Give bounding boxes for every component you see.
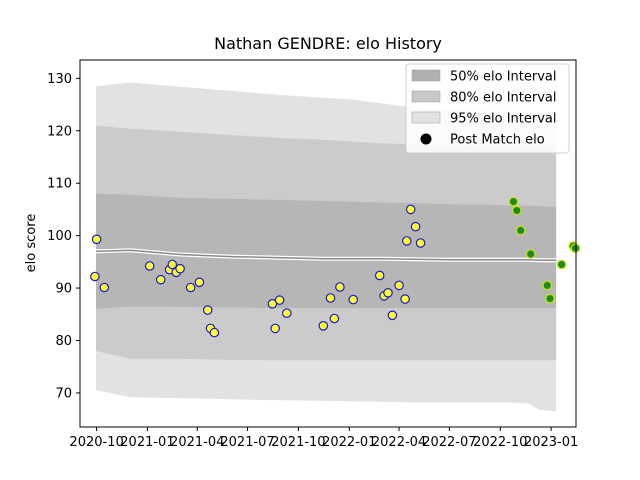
elo-point (155, 274, 166, 285)
elo-point (545, 293, 555, 304)
x-tick-label: 2022-07 (422, 435, 476, 450)
y-tick-label: 80 (55, 334, 72, 349)
legend-box (405, 63, 570, 154)
legend-label: 95% elo Interval (450, 112, 557, 127)
legend-label: 80% elo Interval (450, 91, 557, 106)
elo-point (209, 327, 220, 338)
plot-frame (79, 59, 577, 428)
elo-point (542, 280, 552, 291)
elo-point (194, 277, 205, 288)
x-tick-label: 2022-10 (473, 435, 527, 450)
elo-point (556, 259, 567, 270)
elo-point (401, 236, 412, 246)
elo-point (335, 282, 345, 292)
legend: 50% elo Interval 80% elo Interval 95% elo … (405, 63, 570, 154)
x-tick-label: 2020-10 (69, 435, 123, 450)
elo-point (91, 234, 102, 245)
y-tick-label: 110 (47, 177, 72, 192)
elo-point (175, 263, 185, 274)
elo-point (281, 308, 292, 318)
median-line (95, 248, 557, 263)
elo-point (144, 261, 155, 271)
elo-point (394, 280, 404, 291)
y-tick-label: 90 (55, 282, 72, 297)
x-tick-label: 2021-04 (170, 435, 224, 450)
x-tick-label: 2021-01 (120, 435, 174, 450)
elo-point (318, 320, 329, 331)
x-tick-label: 2021-07 (220, 435, 274, 450)
elo-point (185, 282, 196, 293)
legend-swatch (411, 69, 441, 82)
elo-point (511, 205, 522, 216)
elo-point (400, 294, 410, 304)
elo-point (410, 221, 421, 232)
band-50 (96, 193, 557, 309)
legend-swatch (411, 111, 441, 124)
elo-point (270, 323, 280, 334)
elo-point (325, 293, 336, 303)
elo-point (99, 282, 110, 293)
x-tick-label: 2022-04 (372, 435, 426, 450)
y-tick-label: 130 (47, 72, 72, 87)
elo-point (274, 295, 285, 305)
elo-point (387, 310, 398, 321)
elo-point (374, 270, 385, 281)
elo-point (383, 287, 393, 298)
chart-title: Nathan GENDRE: elo History (214, 34, 442, 53)
x-tick-label: 2023-01 (524, 435, 578, 450)
elo-point (415, 238, 426, 248)
elo-point (515, 225, 526, 236)
legend-marker (420, 133, 432, 145)
y-tick-label: 100 (47, 229, 72, 244)
elo-point (525, 249, 536, 259)
elo-point (405, 204, 416, 215)
y-tick-label: 70 (55, 386, 72, 401)
elo-point (348, 294, 358, 305)
legend-label: 50% elo Interval (450, 70, 557, 85)
y-tick-label: 120 (47, 124, 72, 139)
legend-swatch (411, 90, 441, 103)
elo-point (508, 196, 519, 207)
elo-point (570, 243, 581, 253)
elo-point (90, 271, 100, 282)
elo-point (167, 259, 178, 270)
median-trace (95, 249, 557, 262)
x-tick-label: 2021-10 (271, 435, 325, 450)
post-match-points (90, 196, 581, 338)
y-axis-label: elo score (24, 214, 39, 273)
legend-label: Post Match elo (450, 133, 545, 148)
elo-point (202, 305, 213, 315)
x-tick-label: 2022-01 (322, 435, 376, 450)
axes: 7080901001101201302020-102021-012021-042… (47, 59, 578, 450)
elo-point (329, 313, 340, 324)
